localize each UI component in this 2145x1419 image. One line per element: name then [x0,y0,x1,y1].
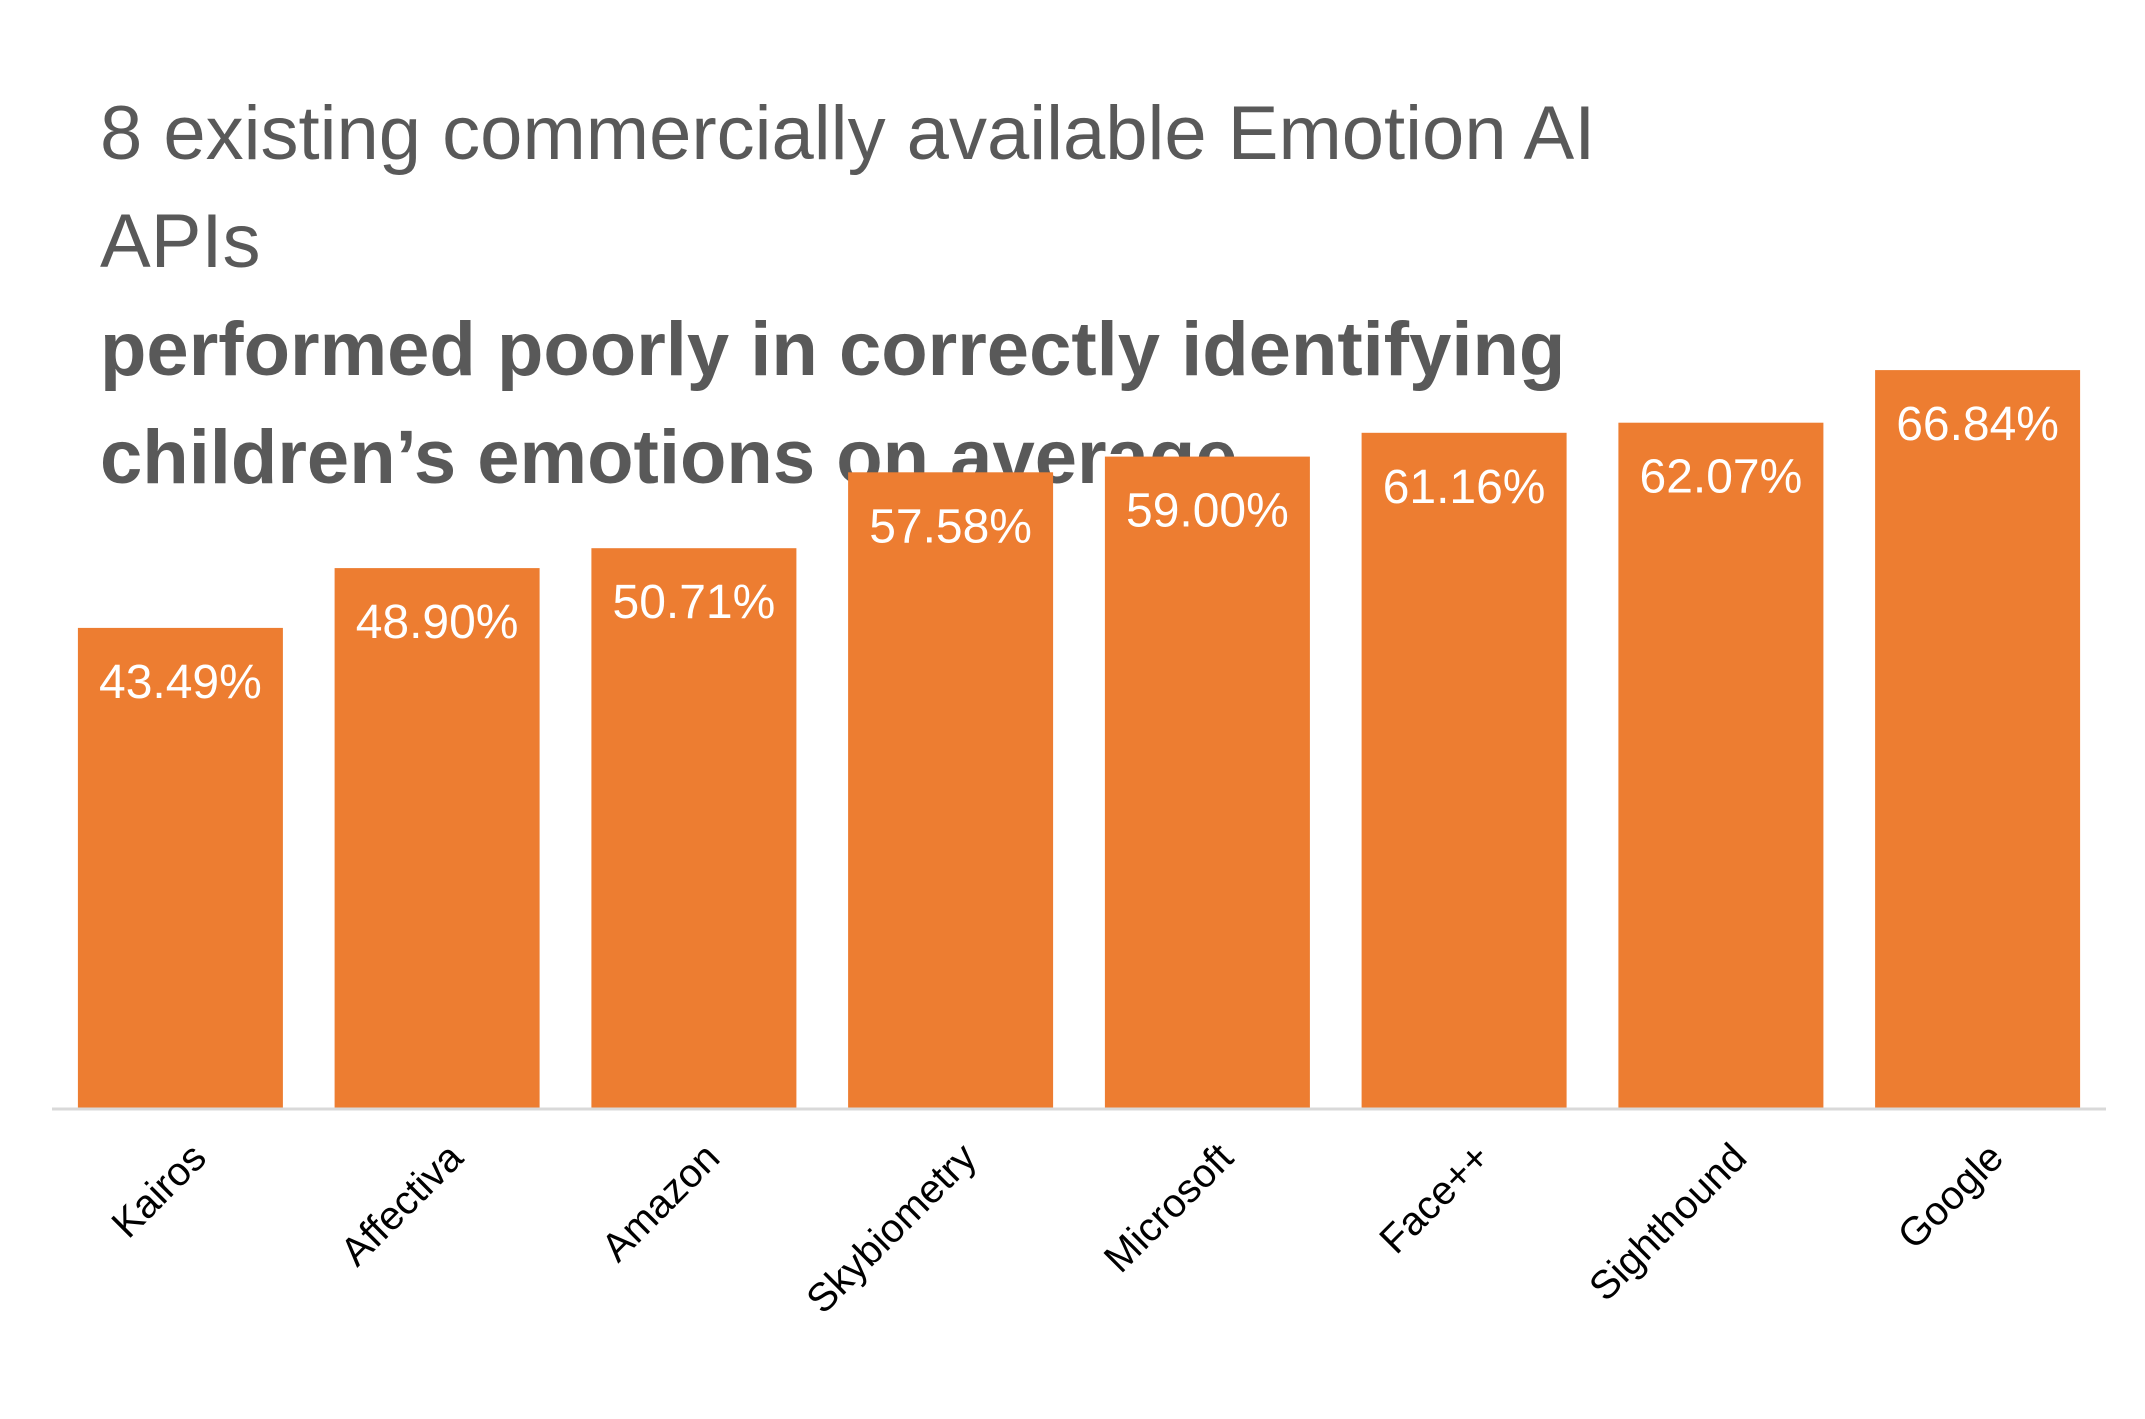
category-label: Face++ [1371,1135,1498,1262]
chart-title-line-2: APIs [100,199,261,284]
category-label: Affectiva [332,1135,472,1275]
bar-amazon [591,548,797,1108]
data-label: 57.58% [869,500,1032,553]
chart-title-block: 8 existing commercially available Emotio… [100,80,2000,512]
data-label: 61.16% [1383,461,1546,514]
category-label: Sighthound [1581,1135,1755,1309]
chart-title-line-1: 8 existing commercially available Emotio… [100,91,1596,176]
data-label: 59.00% [1126,485,1289,538]
bar-microsoft [1104,456,1310,1109]
category-label: Google [1890,1135,2012,1257]
chart-subtitle-line-1: performed poorly in correctly identifyin… [100,307,1566,392]
bar-google [1875,370,2081,1109]
category-label: Kairos [103,1135,214,1246]
bar-affectiva [334,568,540,1108]
data-label: 43.49% [99,656,262,709]
category-label: Amazon [593,1135,728,1270]
category-label: Skybiometry [798,1135,985,1322]
bar-sighthound [1618,422,1824,1108]
data-label: 66.84% [1896,398,2059,451]
data-label: 62.07% [1640,451,1803,504]
bar-skybiometry [848,472,1054,1108]
data-label: 50.71% [613,576,776,629]
bar-kairos [77,627,283,1108]
category-label: Microsoft [1096,1135,1242,1281]
data-label: 48.90% [356,596,519,649]
bar-face- [1361,432,1567,1108]
